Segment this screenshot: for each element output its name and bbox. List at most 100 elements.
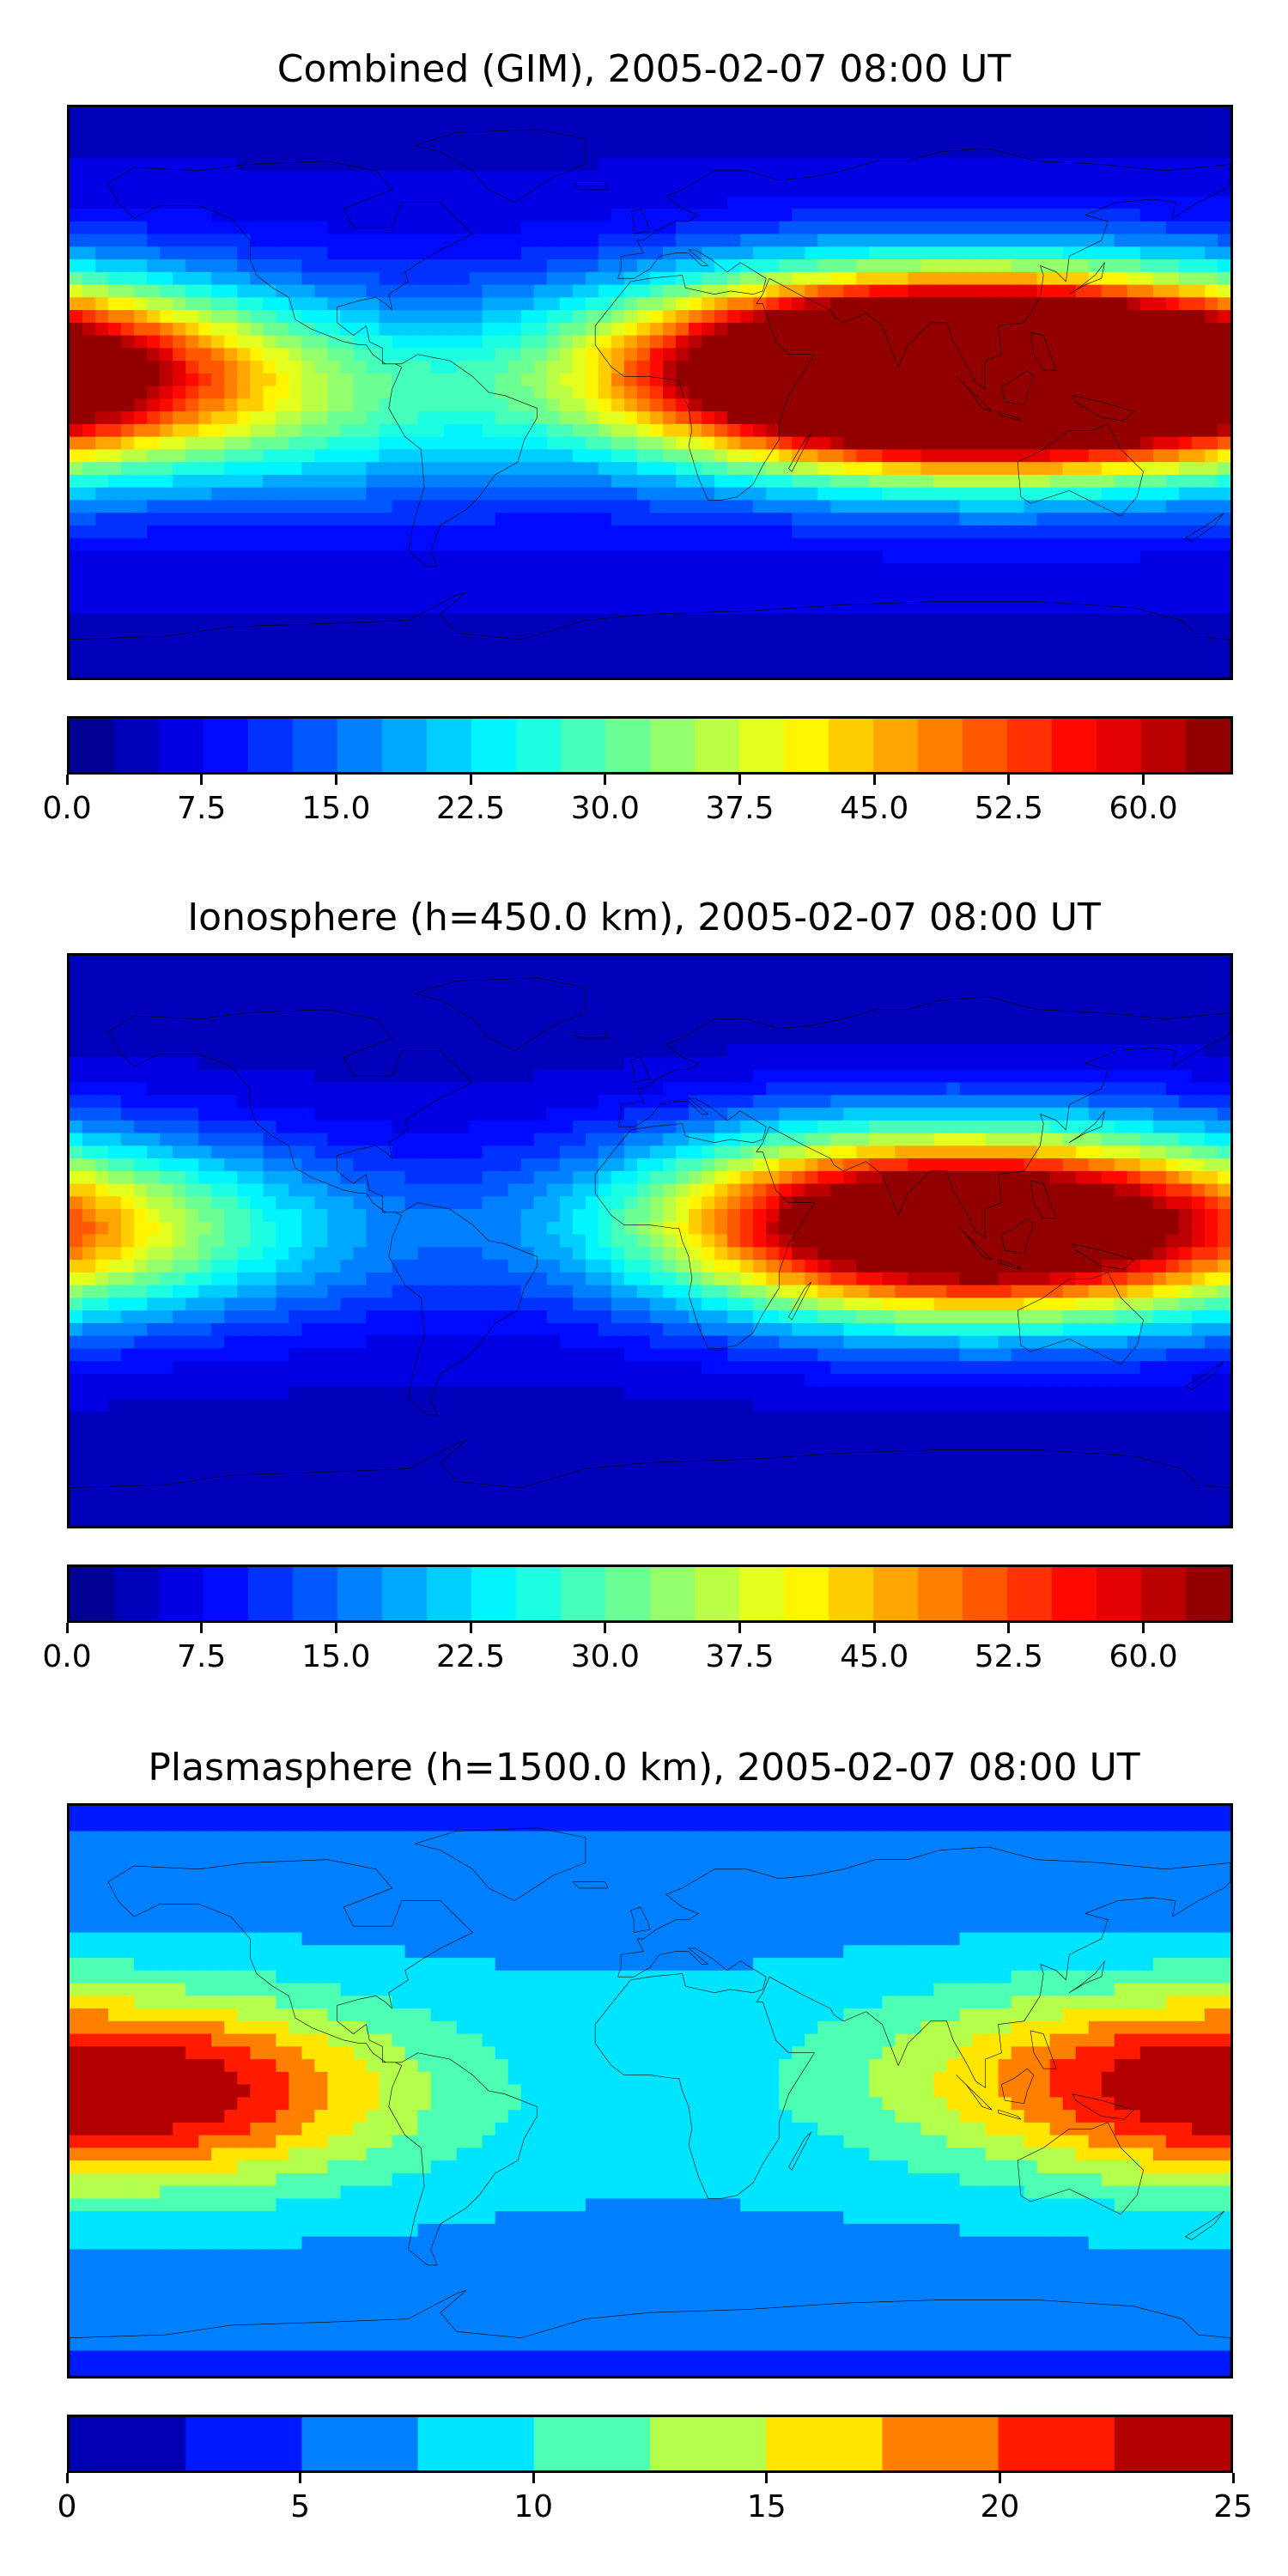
heatmap-cell bbox=[121, 513, 136, 527]
heatmap-cell bbox=[636, 563, 652, 578]
heatmap-cell bbox=[572, 234, 587, 248]
heatmap-cell bbox=[263, 361, 277, 374]
heatmap-cell bbox=[572, 209, 587, 222]
heatmap-cell bbox=[198, 1297, 213, 1312]
heatmap-cell bbox=[160, 1437, 174, 1451]
heatmap-cell bbox=[520, 196, 535, 210]
heatmap-cell bbox=[211, 1006, 226, 1020]
heatmap-cell bbox=[160, 1209, 174, 1223]
heatmap-cell bbox=[1165, 158, 1181, 172]
heatmap-cell bbox=[1139, 639, 1154, 653]
heatmap-cell bbox=[392, 209, 406, 222]
heatmap-cell bbox=[289, 1285, 303, 1299]
heatmap-cell bbox=[856, 107, 871, 121]
heatmap-cell bbox=[636, 183, 652, 197]
heatmap-cell bbox=[108, 474, 123, 489]
heatmap-cell bbox=[430, 614, 445, 629]
heatmap-cell bbox=[198, 601, 213, 616]
heatmap-cell bbox=[1152, 373, 1168, 387]
heatmap-cell bbox=[173, 1335, 187, 1350]
heatmap-cell bbox=[276, 196, 290, 210]
heatmap-cell bbox=[314, 1158, 329, 1172]
heatmap-cell bbox=[507, 348, 522, 362]
heatmap-cell bbox=[211, 614, 226, 629]
heatmap-cell bbox=[121, 1158, 136, 1172]
heatmap-cell bbox=[1217, 423, 1230, 438]
heatmap-cell bbox=[482, 348, 496, 362]
heatmap-cell bbox=[1049, 297, 1064, 312]
heatmap-cell bbox=[959, 588, 974, 603]
heatmap-cell bbox=[959, 132, 974, 147]
heatmap-cell bbox=[636, 462, 652, 477]
heatmap-cell bbox=[147, 538, 161, 552]
heatmap-cell bbox=[108, 981, 123, 995]
heatmap-cell bbox=[70, 386, 84, 400]
heatmap-cell bbox=[314, 1018, 329, 1033]
heatmap-cell bbox=[327, 588, 342, 603]
heatmap-cell bbox=[301, 1500, 316, 1515]
heatmap-cell bbox=[1011, 246, 1025, 261]
heatmap-cell bbox=[985, 575, 999, 590]
heatmap-cell bbox=[276, 1272, 290, 1286]
heatmap-cell bbox=[495, 348, 509, 362]
heatmap-cell bbox=[301, 1069, 316, 1084]
heatmap-cell bbox=[753, 348, 768, 362]
heatmap-cell bbox=[585, 513, 600, 527]
heatmap-cell bbox=[1191, 297, 1206, 312]
heatmap-cell bbox=[1191, 158, 1206, 172]
heatmap-cell bbox=[611, 550, 626, 565]
heatmap-cell bbox=[702, 361, 716, 374]
heatmap-cell bbox=[869, 297, 884, 312]
heatmap-cell bbox=[134, 423, 149, 438]
heatmap-cell bbox=[1062, 538, 1077, 552]
heatmap-cell bbox=[108, 513, 123, 527]
heatmap-cell bbox=[714, 639, 729, 653]
heatmap-cell bbox=[740, 436, 755, 451]
heatmap-cell bbox=[1204, 588, 1219, 603]
heatmap-cell bbox=[482, 221, 496, 235]
heatmap-cell bbox=[1024, 665, 1038, 677]
heatmap-cell bbox=[250, 259, 264, 273]
heatmap-cell bbox=[211, 1170, 226, 1185]
map-plot bbox=[67, 105, 1233, 680]
heatmap-cell bbox=[817, 209, 832, 222]
heatmap-cell bbox=[108, 1462, 123, 1477]
heatmap-cell bbox=[82, 373, 97, 387]
heatmap-cell bbox=[237, 1196, 252, 1211]
heatmap-cell bbox=[805, 513, 819, 527]
heatmap-cell bbox=[1152, 158, 1168, 172]
heatmap-cell bbox=[70, 1474, 84, 1489]
heatmap-cell bbox=[1088, 183, 1103, 197]
heatmap-cell bbox=[998, 423, 1012, 438]
heatmap-cell bbox=[1139, 513, 1154, 527]
heatmap-cell bbox=[843, 335, 858, 349]
heatmap-cell bbox=[933, 132, 948, 147]
heatmap-cell bbox=[753, 132, 768, 147]
heatmap-cell bbox=[237, 1474, 252, 1489]
heatmap-cell bbox=[443, 246, 458, 261]
heatmap-cell bbox=[766, 361, 781, 374]
heatmap-cell bbox=[792, 652, 806, 666]
heatmap-cell bbox=[856, 246, 871, 261]
heatmap-cell bbox=[1075, 259, 1090, 273]
heatmap-cell bbox=[520, 639, 535, 653]
heatmap-cell bbox=[366, 170, 380, 185]
heatmap-cell bbox=[689, 474, 703, 489]
heatmap-cell bbox=[134, 525, 149, 539]
heatmap-cell bbox=[792, 626, 806, 641]
heatmap-cell bbox=[740, 563, 755, 578]
heatmap-cell bbox=[1011, 209, 1025, 222]
heatmap-cell bbox=[160, 1247, 174, 1261]
heatmap-cell bbox=[920, 513, 935, 527]
heatmap-cell bbox=[224, 525, 239, 539]
heatmap-cell bbox=[1191, 525, 1206, 539]
heatmap-cell bbox=[985, 538, 999, 552]
heatmap-cell bbox=[211, 209, 226, 222]
heatmap-cell bbox=[843, 297, 858, 312]
heatmap-cell bbox=[289, 626, 303, 641]
heatmap-cell bbox=[1204, 221, 1219, 235]
heatmap-cell bbox=[469, 411, 483, 425]
heatmap-cell bbox=[1139, 500, 1154, 514]
heatmap-cell bbox=[198, 575, 213, 590]
heatmap-cell bbox=[533, 196, 548, 210]
